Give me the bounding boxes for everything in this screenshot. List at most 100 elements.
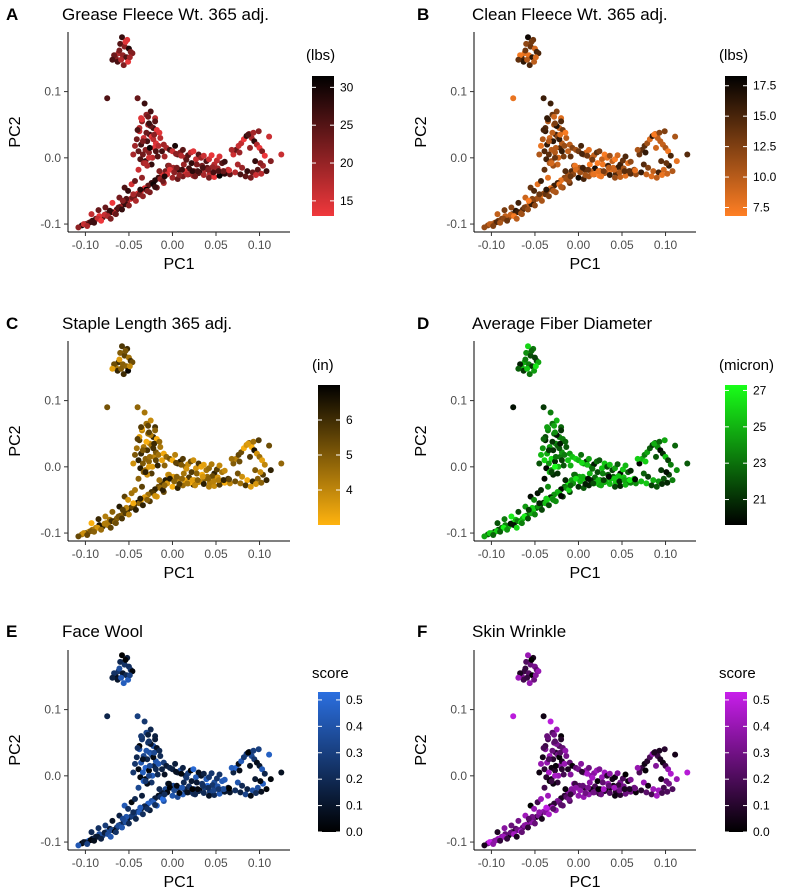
data-point [550, 496, 557, 503]
y-tick-label: 0.0 [44, 460, 61, 474]
data-point [664, 170, 671, 177]
data-point [143, 438, 150, 445]
data-point [540, 745, 547, 751]
data-point [119, 343, 125, 350]
data-point [616, 478, 623, 485]
data-point [188, 469, 195, 476]
data-point [137, 156, 144, 163]
data-point [161, 791, 168, 798]
data-point [558, 493, 565, 499]
data-point [589, 465, 596, 472]
y-axis-title: PC2 [413, 116, 430, 147]
data-point [200, 481, 207, 487]
data-point [525, 34, 531, 41]
data-point [653, 483, 660, 490]
data-point [540, 436, 547, 442]
x-tick-label: -0.05 [115, 238, 143, 252]
data-point [133, 445, 140, 452]
data-point [590, 171, 597, 178]
data-point [119, 652, 125, 659]
data-point [116, 356, 123, 363]
data-point [494, 211, 501, 218]
data-point [577, 478, 584, 485]
data-point [111, 52, 118, 59]
data-point [565, 457, 571, 464]
data-point [510, 713, 517, 720]
data-point [544, 424, 551, 431]
data-point [627, 776, 634, 783]
data-point [622, 790, 629, 797]
data-point [552, 762, 559, 769]
data-point [579, 164, 586, 171]
data-point [180, 779, 187, 786]
data-point [622, 771, 629, 778]
data-point [595, 477, 602, 484]
panel-e: E Face Wool -0.10 -0.05 0.00 0.05 0.10 -0.1 0.0 0… [6, 622, 363, 891]
data-point [144, 805, 151, 812]
data-point [494, 520, 501, 527]
data-point [538, 197, 545, 204]
data-point [660, 784, 667, 791]
data-point [146, 149, 152, 156]
data-point [137, 495, 144, 502]
x-axis-title: PC1 [163, 874, 194, 891]
data-point [549, 747, 556, 754]
colorbar-label: 7.5 [753, 200, 770, 214]
panel-c: C Staple Length 365 adj. -0.10 -0.05 0.00 0.0… [6, 314, 353, 582]
data-point [250, 438, 257, 445]
x-tick-label: -0.10 [478, 856, 506, 870]
data-point [125, 367, 132, 374]
data-point [515, 199, 522, 206]
data-point [616, 787, 623, 794]
data-point [138, 424, 145, 431]
data-point [614, 461, 621, 468]
data-point [594, 469, 601, 476]
data-point [548, 778, 555, 785]
data-point [159, 457, 165, 464]
data-point [531, 496, 538, 503]
data-point [216, 462, 223, 469]
data-point [190, 766, 197, 773]
x-tick-label: 0.00 [161, 238, 185, 252]
colorbar-label: 20 [340, 156, 354, 170]
data-point [261, 461, 268, 468]
data-point [590, 789, 597, 796]
data-point [528, 656, 535, 663]
data-point [152, 118, 159, 125]
panel-b: B Clean Fleece Wt. 365 adj.-0.10 -0.05 0.00… [413, 5, 777, 273]
x-tick-label: 0.05 [204, 547, 228, 561]
y-axis-title: PC2 [413, 734, 430, 765]
data-point [531, 202, 538, 209]
data-point [548, 469, 555, 476]
data-point [144, 138, 151, 145]
data-point [565, 487, 572, 493]
data-point [510, 95, 517, 102]
legend-title: (micron) [719, 357, 774, 374]
data-point [552, 738, 558, 745]
data-point [244, 477, 251, 484]
colorbar-label: 0.5 [753, 693, 770, 707]
data-point [532, 54, 539, 61]
data-point [120, 62, 127, 69]
data-point [189, 168, 196, 175]
data-point [146, 772, 152, 779]
data-point [632, 476, 639, 483]
data-point [179, 455, 186, 462]
data-point [152, 493, 159, 499]
data-point [515, 508, 522, 515]
data-point [515, 365, 522, 372]
data-point [178, 770, 185, 777]
panel-title: Skin Wrinkle [472, 622, 566, 641]
data-point [524, 365, 531, 372]
data-point [143, 129, 150, 136]
data-point [525, 824, 531, 831]
data-point [638, 787, 645, 794]
data-point [640, 779, 647, 786]
data-point [172, 760, 179, 767]
data-point [558, 457, 565, 464]
data-point [259, 766, 266, 773]
data-point [125, 820, 132, 827]
data-point [200, 152, 207, 159]
data-point [146, 429, 152, 436]
